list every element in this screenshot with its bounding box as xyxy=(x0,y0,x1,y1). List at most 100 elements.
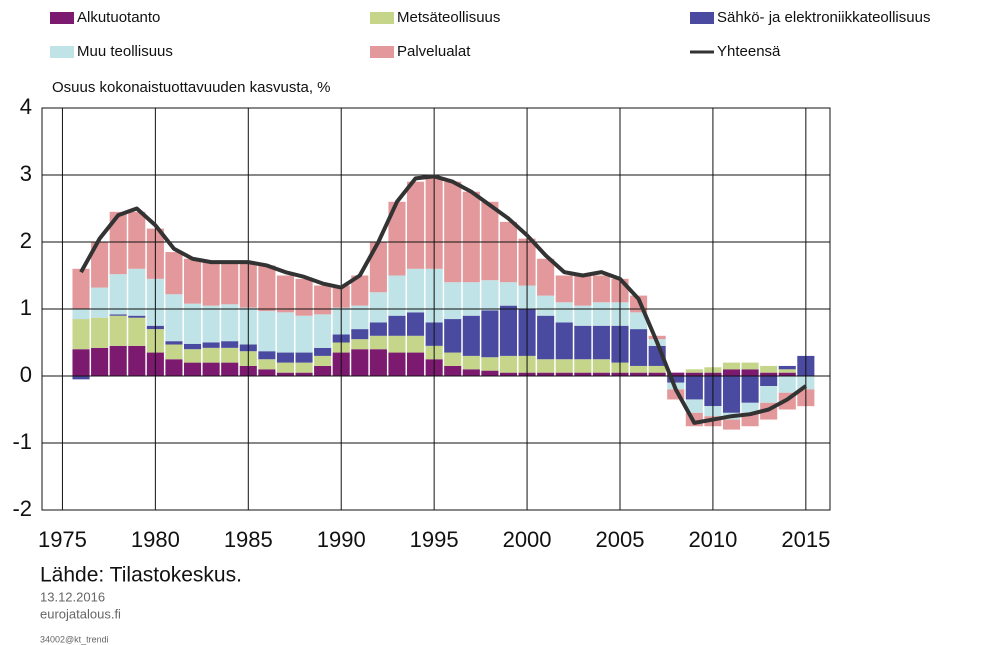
bar xyxy=(295,362,313,373)
bar xyxy=(351,329,369,340)
bar xyxy=(462,315,480,356)
x-tick-label: 1985 xyxy=(224,527,273,552)
bar xyxy=(369,242,387,293)
bar xyxy=(276,275,295,313)
bar xyxy=(555,275,573,303)
bar xyxy=(221,347,239,363)
y-tick-label: 4 xyxy=(20,94,32,119)
bar xyxy=(462,355,480,370)
bar xyxy=(369,322,387,336)
bar xyxy=(109,345,127,376)
bar xyxy=(722,362,741,370)
bar xyxy=(72,349,90,376)
bar xyxy=(778,365,796,370)
bar xyxy=(221,262,239,305)
bar xyxy=(462,282,480,316)
bar xyxy=(388,201,406,276)
bar xyxy=(91,287,109,318)
bar xyxy=(388,275,406,316)
x-tick-label: 2000 xyxy=(503,527,552,552)
bar xyxy=(72,376,90,380)
bar xyxy=(388,335,406,353)
bar xyxy=(630,329,648,366)
y-axis-label: Osuus kokonaistuottavuuden kasvusta, % xyxy=(52,79,331,96)
bar xyxy=(444,365,462,376)
bar xyxy=(760,365,778,373)
bar xyxy=(444,181,462,283)
bar xyxy=(741,369,759,376)
bar xyxy=(91,347,109,376)
bar xyxy=(165,252,183,295)
bar xyxy=(630,365,648,373)
legend-swatch xyxy=(370,12,394,24)
bar xyxy=(537,372,555,376)
bar xyxy=(741,362,759,370)
bar xyxy=(72,319,90,350)
bar xyxy=(630,312,648,330)
bar xyxy=(407,312,425,336)
legend-label: Alkutuotanto xyxy=(77,9,160,26)
bar xyxy=(258,359,276,370)
legend-label: Muu teollisuus xyxy=(77,43,173,60)
bar xyxy=(276,372,295,376)
bar xyxy=(295,315,313,353)
bar xyxy=(351,305,369,330)
bar xyxy=(202,347,220,363)
bar xyxy=(183,349,202,363)
bar xyxy=(183,343,202,350)
bar xyxy=(722,419,741,430)
bar xyxy=(630,372,648,376)
bar xyxy=(276,312,295,353)
bar xyxy=(314,355,332,366)
bar xyxy=(128,315,146,318)
bar xyxy=(685,399,703,413)
bar xyxy=(778,372,796,376)
bar xyxy=(685,372,703,376)
bar xyxy=(407,335,425,353)
bar xyxy=(481,357,499,371)
bar xyxy=(258,311,276,352)
bar xyxy=(91,317,109,348)
bar xyxy=(202,342,220,348)
bar xyxy=(537,295,555,316)
bar xyxy=(667,389,685,400)
bar xyxy=(276,352,295,363)
bar xyxy=(574,305,592,326)
bar xyxy=(444,319,462,353)
bar xyxy=(778,369,796,373)
bar xyxy=(667,376,685,383)
bar xyxy=(276,362,295,373)
bar xyxy=(128,268,146,316)
x-tick-label: 2005 xyxy=(596,527,645,552)
bar xyxy=(109,211,127,275)
bar xyxy=(221,304,239,342)
legend-swatch xyxy=(690,12,714,24)
y-tick-label: -1 xyxy=(12,429,32,454)
bar xyxy=(351,349,369,376)
website: eurojatalous.fi xyxy=(40,606,121,621)
bar xyxy=(295,372,313,376)
bar xyxy=(369,292,387,323)
bar xyxy=(202,362,220,376)
legend-label: Yhteensä xyxy=(717,43,781,60)
bar xyxy=(648,365,666,373)
bar xyxy=(407,268,425,313)
bar xyxy=(109,315,127,346)
bar xyxy=(258,265,276,312)
y-tick-label: 2 xyxy=(20,228,32,253)
bar xyxy=(592,359,610,373)
bar xyxy=(760,386,778,403)
bar xyxy=(388,315,406,336)
bar xyxy=(555,372,573,376)
date: 13.12.2016 xyxy=(40,589,105,604)
bar xyxy=(667,372,685,376)
legend-label: Metsäteollisuus xyxy=(397,9,500,26)
bar xyxy=(72,268,90,309)
bar xyxy=(778,376,796,393)
bar xyxy=(592,302,610,326)
bar xyxy=(741,402,759,413)
bar xyxy=(462,191,480,283)
bar xyxy=(351,339,369,350)
x-tick-label: 1995 xyxy=(410,527,459,552)
